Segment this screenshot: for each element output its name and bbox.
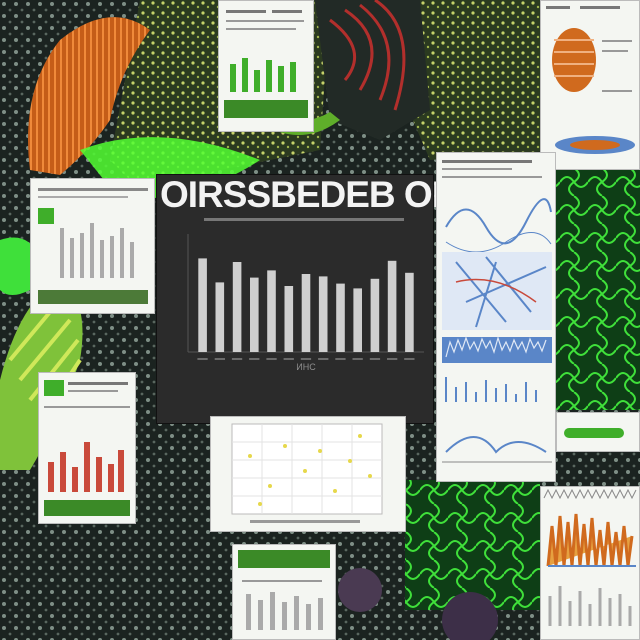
x-tick-mark: [352, 358, 363, 360]
card-top-right-anatomy: [540, 0, 640, 170]
card-left-bar-panel: [30, 178, 155, 314]
spectrum-chart: [543, 488, 637, 626]
green-strip-graphic: [564, 428, 624, 438]
mini-chart-grey-bars: [38, 188, 148, 304]
card-bottom-right: [540, 486, 640, 640]
main-chart-bar: [267, 270, 276, 352]
card-left-red-bars: [38, 372, 136, 524]
collage-title: OIRSSBEDEB OR: [160, 174, 458, 215]
x-tick-mark: [266, 358, 277, 360]
card-top-left-small: [218, 0, 314, 132]
x-tick-mark: [214, 358, 225, 360]
green-vein-panel-bottom: [405, 480, 540, 610]
chart-header-line: [204, 218, 404, 221]
main-chart-bar: [250, 277, 259, 352]
card-bottom-center: [232, 544, 336, 640]
main-chart-bar: [318, 276, 328, 352]
x-tick-mark: [283, 358, 294, 360]
main-chart-bar: [232, 262, 242, 352]
x-tick-mark: [318, 358, 329, 360]
chart-footer-label: ИНС: [296, 362, 316, 372]
purple-spore-2: [442, 592, 498, 640]
main-chart-bar: [198, 258, 207, 352]
main-chart-panel: [156, 174, 434, 424]
x-tick-mark: [300, 358, 312, 360]
x-tick-mark: [335, 358, 346, 360]
anatomy-illustration: [546, 6, 635, 154]
x-tick-mark: [249, 358, 260, 360]
main-chart-bar: [353, 288, 362, 352]
main-chart-bar: [370, 278, 380, 352]
yellow-moss-area-right: [380, 0, 560, 160]
mini-chart-green-bars: [224, 10, 308, 118]
main-chart-bar: [405, 272, 414, 352]
card-green-strip: [556, 412, 640, 452]
scatter-plot: [231, 423, 383, 523]
orange-fungus: [28, 17, 150, 176]
mini-chart-bottom-bars: [238, 550, 330, 630]
x-tick-mark: [387, 358, 398, 360]
purple-spore: [338, 568, 382, 612]
red-fibers: [329, 0, 406, 111]
main-chart-bar: [336, 283, 345, 352]
green-vein-panel-right: [555, 170, 640, 410]
main-chart-bar: [387, 260, 397, 352]
x-tick-mark: [369, 358, 381, 360]
main-chart-bar: [215, 282, 225, 352]
green-leaf-left-stripes: [8, 298, 82, 422]
mini-chart-red-bars: [44, 380, 130, 516]
x-tick-mark: [197, 358, 208, 360]
main-chart-bar: [301, 274, 311, 352]
main-chart-bar: [284, 286, 294, 352]
stacked-graphs: [442, 160, 552, 463]
x-tick-mark: [404, 358, 415, 360]
card-right-stack: [436, 152, 556, 482]
x-tick-mark: [231, 358, 243, 360]
card-center-scatter: [210, 416, 406, 532]
main-bar-chart: [187, 218, 424, 360]
